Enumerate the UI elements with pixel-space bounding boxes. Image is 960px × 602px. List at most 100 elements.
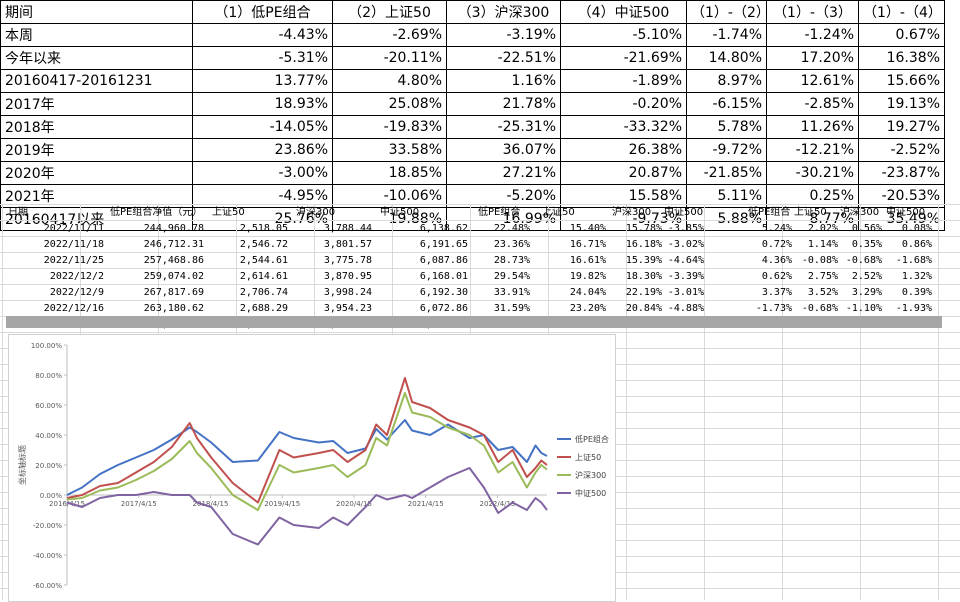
change-header-cell: 沪深300 bbox=[840, 207, 880, 218]
summary-value-cell: -23.87% bbox=[858, 161, 945, 185]
summary-value-cell: 21.78% bbox=[446, 92, 561, 116]
summary-value-cell: -1.74% bbox=[686, 23, 767, 47]
weekly-date-cell: 2022/11/25 bbox=[43, 255, 104, 266]
summary-period-cell: 2018年 bbox=[0, 115, 193, 139]
change-header-cell: 上证50 bbox=[794, 207, 827, 218]
summary-value-cell: 17.20% bbox=[766, 46, 859, 70]
cumulative-value-cell: -4.88% bbox=[667, 303, 704, 314]
summary-header-row: 期间 （1）低PE组合 （2）上证50 （3）沪深300 （4）中证500 （1）-（2）… bbox=[0, 0, 945, 24]
y-tick-label: 20.00% bbox=[35, 462, 62, 470]
change-value-cell: 0.62% bbox=[761, 271, 792, 282]
summary-value-cell: -5.10% bbox=[560, 23, 687, 47]
change-value-cell: -1.73% bbox=[755, 303, 792, 314]
weekly-header-cell: 日期 bbox=[8, 207, 28, 218]
change-header-cell: 低PE组合 bbox=[748, 207, 791, 218]
y-tick-label: 100.00% bbox=[31, 342, 62, 350]
weekly-value-cell: 2,706.74 bbox=[239, 287, 288, 298]
cumulative-value-cell: 19.82% bbox=[569, 271, 606, 282]
y-axis-title: 坐标轴标题 bbox=[17, 445, 27, 485]
summary-value-cell: 25.08% bbox=[332, 92, 447, 116]
summary-table: 期间 （1）低PE组合 （2）上证50 （3）沪深300 （4）中证500 （1）-（2）… bbox=[0, 0, 945, 231]
summary-value-cell: 23.86% bbox=[192, 138, 333, 162]
summary-value-cell: -5.31% bbox=[192, 46, 333, 70]
cumulative-value-cell: 20.84% bbox=[625, 303, 662, 314]
summary-header-cell: （1）-（3） bbox=[766, 0, 859, 24]
summary-row: 今年以来 -5.31% -20.11% -22.51% -21.69% 14.80% 17.… bbox=[0, 46, 945, 70]
summary-value-cell: -2.52% bbox=[858, 138, 945, 162]
summary-row: 20160417-20161231 13.77% 4.80% 1.16% -1.89% 8… bbox=[0, 69, 945, 93]
cumulative-header-cell: 低PE组合 bbox=[478, 207, 521, 218]
cumulative-value-cell: 16.61% bbox=[569, 255, 606, 266]
change-value-cell: -0.08% bbox=[801, 255, 838, 266]
change-header-cell: 中证500 bbox=[886, 207, 926, 218]
weekly-value-cell: 3,775.78 bbox=[323, 255, 372, 266]
weekly-value-cell: 2,544.61 bbox=[239, 255, 288, 266]
cumulative-value-cell: -4.64% bbox=[667, 255, 704, 266]
cumulative-value-cell: 15.78% bbox=[625, 223, 662, 234]
weekly-value-cell: 3,998.24 bbox=[323, 287, 372, 298]
cumulative-value-cell: -3.39% bbox=[667, 271, 704, 282]
weekly-value-cell: 257,468.86 bbox=[143, 255, 204, 266]
summary-value-cell: -20.11% bbox=[332, 46, 447, 70]
summary-value-cell: -33.32% bbox=[560, 115, 687, 139]
summary-value-cell: -30.21% bbox=[766, 161, 859, 185]
change-value-cell: 5.24% bbox=[761, 223, 792, 234]
summary-value-cell: -1.24% bbox=[766, 23, 859, 47]
summary-header-cell: （1）-（4） bbox=[858, 0, 945, 24]
weekly-value-cell: 6,191.65 bbox=[419, 239, 468, 250]
y-tick-label: -60.00% bbox=[33, 582, 63, 590]
change-value-cell: 0.56% bbox=[851, 223, 882, 234]
change-value-cell: -0.68% bbox=[845, 255, 882, 266]
x-tick-label: 2018/4/15 bbox=[193, 500, 229, 508]
summary-value-cell: -21.85% bbox=[686, 161, 767, 185]
weekly-header-cell: 沪深300 bbox=[296, 207, 336, 218]
legend-label: 中证500 bbox=[575, 488, 606, 498]
weekly-date-cell: 2022/12/2 bbox=[49, 271, 104, 282]
weekly-header-cell: 低PE组合净值（元） bbox=[110, 207, 203, 218]
legend-label: 低PE组合 bbox=[575, 434, 609, 444]
summary-value-cell: -21.69% bbox=[560, 46, 687, 70]
summary-row: 2017年 18.93% 25.08% 21.78% -0.20% -6.15% -2.85… bbox=[0, 92, 945, 116]
summary-period-cell: 2017年 bbox=[0, 92, 193, 116]
summary-value-cell: 19.27% bbox=[858, 115, 945, 139]
cumulative-value-cell: 23.20% bbox=[569, 303, 606, 314]
weekly-value-cell: 6,138.62 bbox=[419, 223, 468, 234]
weekly-value-cell: 6,072.86 bbox=[419, 303, 468, 314]
summary-value-cell: -9.72% bbox=[686, 138, 767, 162]
change-value-cell: 4.36% bbox=[761, 255, 792, 266]
cumulative-value-cell: -3.85% bbox=[667, 223, 704, 234]
weekly-value-cell: 259,074.02 bbox=[143, 271, 204, 282]
summary-value-cell: 11.26% bbox=[766, 115, 859, 139]
summary-header-cell: （1）低PE组合 bbox=[192, 0, 333, 24]
cumulative-value-cell: -3.01% bbox=[667, 287, 704, 298]
weekly-value-cell: 3,788.44 bbox=[323, 223, 372, 234]
cumulative-value-cell: -3.02% bbox=[667, 239, 704, 250]
change-value-cell: 2.75% bbox=[807, 271, 838, 282]
weekly-value-cell: 246,712.31 bbox=[143, 239, 204, 250]
weekly-value-cell: 2,614.61 bbox=[239, 271, 288, 282]
legend-label: 沪深300 bbox=[575, 470, 606, 480]
cumulative-header-cell: 上证50 bbox=[542, 207, 575, 218]
weekly-value-cell: 3,870.95 bbox=[323, 271, 372, 282]
weekly-value-cell: 3,801.57 bbox=[323, 239, 372, 250]
summary-value-cell: 5.78% bbox=[686, 115, 767, 139]
weekly-header-cell: 上证50 bbox=[212, 207, 245, 218]
cumulative-value-cell: 29.54% bbox=[493, 271, 530, 282]
cumulative-header-cell: 沪深300 bbox=[612, 207, 652, 218]
change-value-cell: 3.29% bbox=[851, 287, 882, 298]
cumulative-value-cell: 22.19% bbox=[625, 287, 662, 298]
summary-value-cell: -6.15% bbox=[686, 92, 767, 116]
summary-row: 2019年 23.86% 33.58% 36.07% 26.38% -9.72% -12.2… bbox=[0, 138, 945, 162]
weekly-value-cell: 267,817.69 bbox=[143, 287, 204, 298]
weekly-header-cell: 中证500 bbox=[380, 207, 420, 218]
cumulative-value-cell: 18.30% bbox=[625, 271, 662, 282]
series-line bbox=[66, 419, 548, 496]
y-tick-label: 40.00% bbox=[35, 432, 62, 440]
cumulative-value-cell: 23.36% bbox=[493, 239, 530, 250]
summary-value-cell: 15.66% bbox=[858, 69, 945, 93]
summary-value-cell: -2.69% bbox=[332, 23, 447, 47]
summary-value-cell: -14.05% bbox=[192, 115, 333, 139]
summary-value-cell: 16.38% bbox=[858, 46, 945, 70]
y-tick-label: 80.00% bbox=[35, 372, 62, 380]
weekly-value-cell: 3,954.23 bbox=[323, 303, 372, 314]
